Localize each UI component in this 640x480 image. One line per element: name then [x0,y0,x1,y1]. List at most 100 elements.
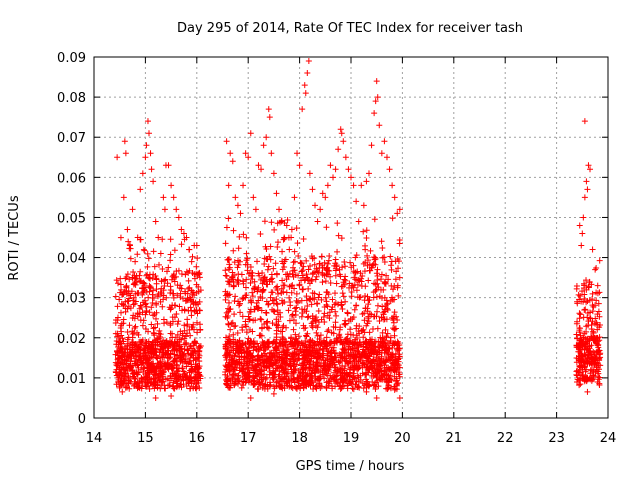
data-point [291,194,298,201]
data-point [184,360,191,367]
data-point [281,282,288,289]
data-point [577,357,584,364]
data-point [144,368,151,375]
data-point [596,357,603,364]
data-point [373,394,380,401]
data-point [123,282,130,289]
data-point [330,338,337,345]
data-point [394,345,401,352]
data-point [158,285,165,292]
data-point [299,267,306,274]
data-point [249,276,256,283]
data-point [226,264,233,271]
data-point [378,150,385,157]
data-point [159,236,166,243]
data-point [335,337,341,344]
data-point [184,346,191,353]
data-point [178,346,185,353]
data-point [235,345,242,352]
data-point [312,202,319,209]
data-point [181,358,188,365]
data-point [316,380,323,387]
data-point [281,385,288,392]
data-point [586,348,593,355]
data-point [307,378,314,385]
data-point [170,385,177,392]
data-point [185,285,192,292]
data-point [248,272,255,279]
data-point [299,360,306,367]
data-point [301,306,308,313]
data-point [332,272,339,279]
data-point [328,329,335,336]
data-point [157,331,164,338]
data-point [300,263,307,270]
data-point [578,298,585,305]
data-point [319,190,326,197]
data-point [315,308,322,315]
axis-ticks [93,56,609,419]
data-point [305,313,312,320]
data-point [362,371,369,378]
data-point [299,106,306,113]
data-point [269,297,276,304]
data-point [130,294,137,301]
data-point [186,246,193,253]
data-point [313,265,320,272]
data-point [279,300,286,307]
data-point [139,360,146,367]
data-point [197,343,204,350]
data-point [142,154,149,161]
data-point [594,379,601,386]
data-point [265,301,272,308]
data-point [362,242,369,249]
data-point [141,247,148,254]
data-point [118,354,125,361]
data-point [381,346,388,353]
data-point [293,335,300,342]
data-point [180,353,187,360]
data-point [396,394,403,401]
data-point [222,272,229,279]
x-tick-label: 17 [240,431,257,446]
data-point [155,335,162,342]
data-point [279,334,286,341]
data-point [239,366,246,373]
data-point [263,134,270,141]
data-point [578,352,585,359]
data-point [319,264,326,271]
data-point [396,341,403,348]
data-point [387,357,394,364]
data-point [583,178,590,185]
data-point [163,363,170,370]
data-point [224,256,231,263]
data-point [332,299,339,306]
data-point [144,118,151,125]
data-point [378,294,385,301]
data-point [587,166,594,173]
data-point [226,361,233,368]
data-point [187,296,194,303]
data-point [146,309,153,316]
data-point [368,342,375,349]
data-point [324,182,331,189]
data-point [335,232,342,239]
data-point [589,296,596,303]
data-point [112,293,119,300]
data-point [272,260,279,267]
data-point [186,343,193,350]
data-point [242,321,249,328]
data-point [181,341,188,348]
data-point [170,194,177,201]
data-point [124,336,131,343]
data-point [330,376,337,383]
data-point [184,330,191,337]
data-point [149,366,156,373]
data-point [225,320,232,327]
data-point [332,319,339,326]
data-point [304,359,311,366]
data-point [364,252,371,259]
data-point [573,371,580,378]
data-point [353,302,360,309]
data-point [164,347,171,354]
